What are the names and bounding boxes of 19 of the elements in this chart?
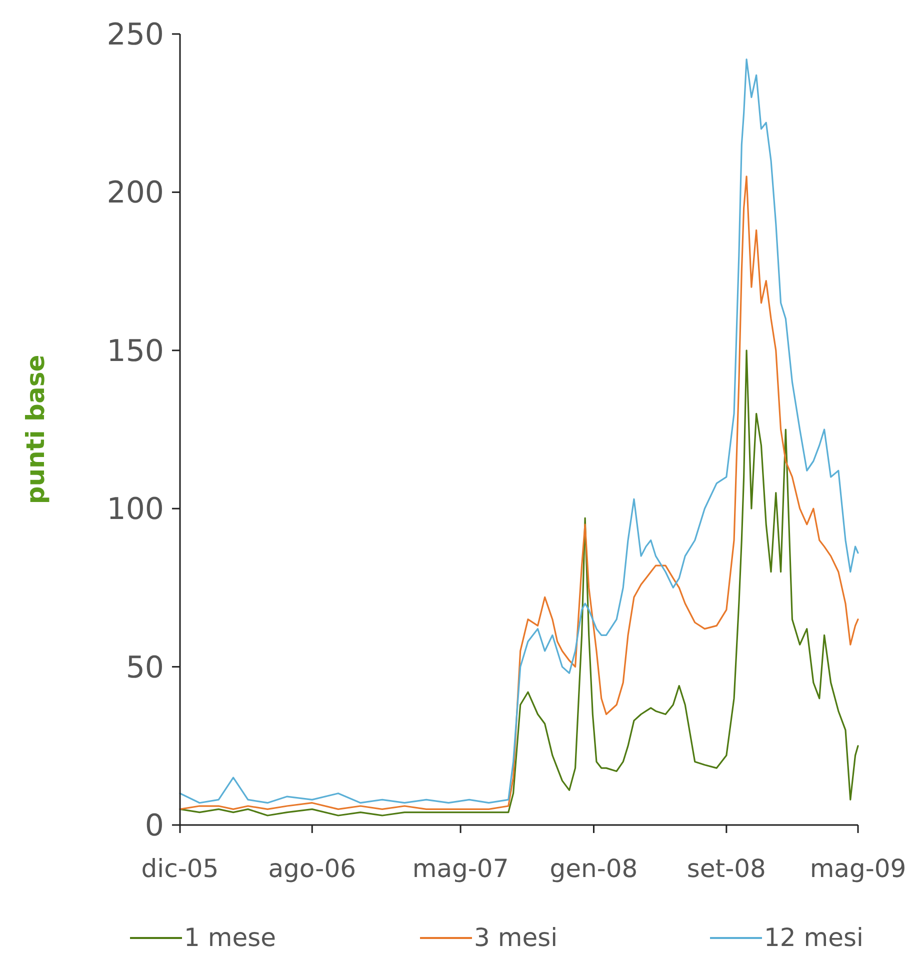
line-series [179, 58, 859, 804]
y-axis-title: punti base [21, 354, 50, 504]
y-tick-label: 150 [106, 334, 164, 369]
x-tick-label: mag-07 [412, 854, 509, 883]
line-series [179, 350, 859, 816]
y-tick-label: 50 [126, 650, 164, 686]
x-tick-label: ago-06 [268, 854, 356, 883]
y-tick-label: 0 [144, 808, 164, 844]
y-tick-label: 250 [106, 18, 164, 52]
x-tick-label: dic-05 [141, 854, 219, 883]
y-tick-label: 100 [106, 492, 164, 528]
legend-label: 1 mese [184, 923, 276, 952]
x-tick-label: set-08 [686, 854, 766, 883]
y-tick-label: 200 [106, 176, 164, 211]
x-tick-label: gen-08 [550, 854, 638, 883]
legend-label: 12 mesi [764, 923, 864, 952]
line-series [179, 176, 859, 810]
x-tick-label: mag-09 [810, 854, 906, 883]
legend-label: 3 mesi [474, 923, 558, 952]
